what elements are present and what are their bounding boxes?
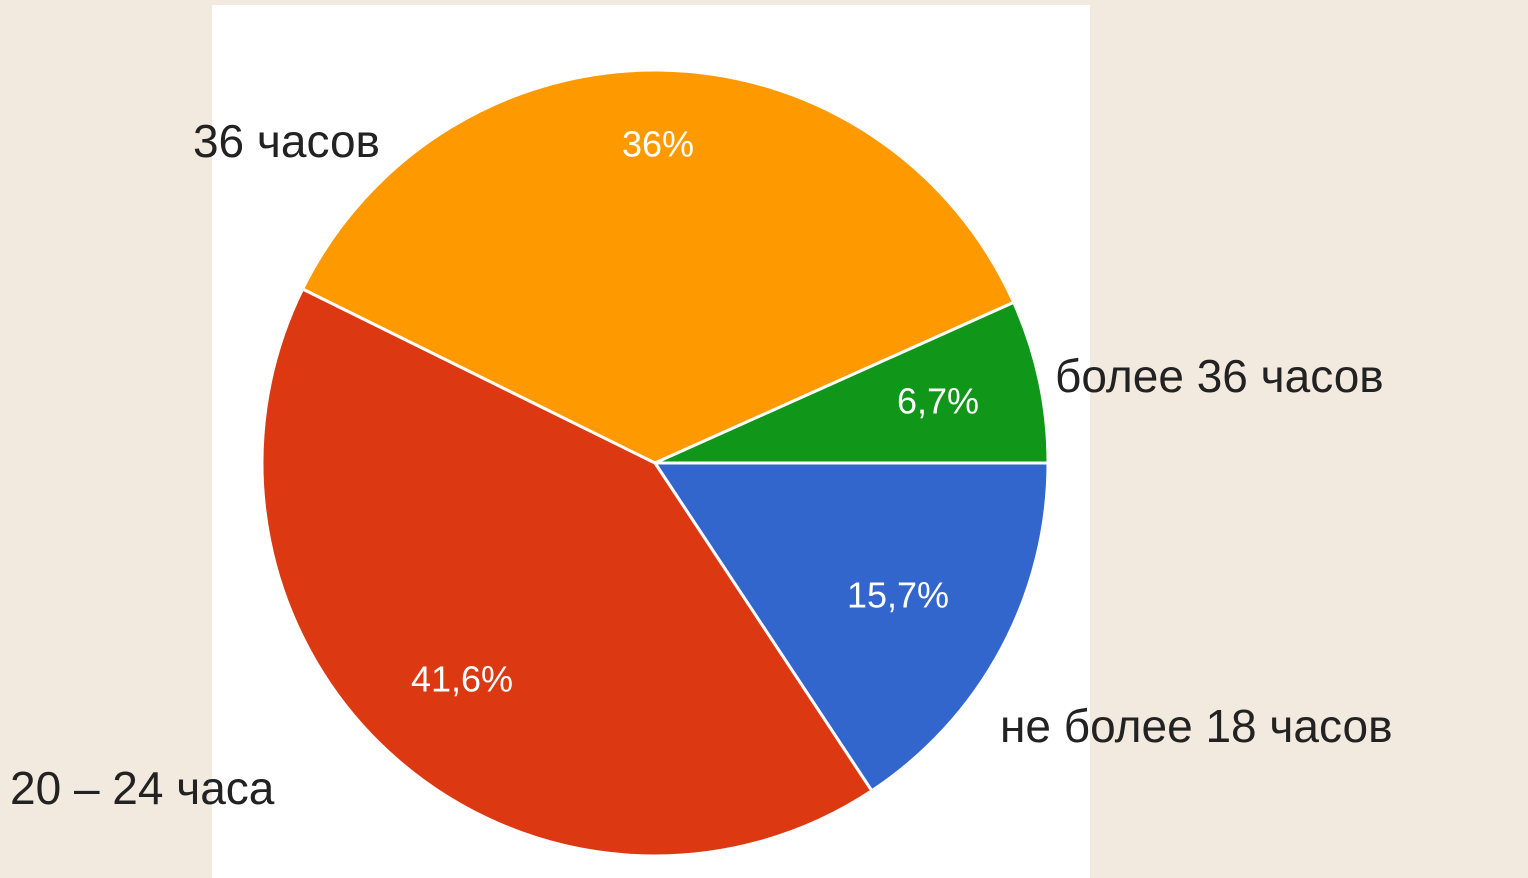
value-label: 36% (622, 124, 694, 165)
pie-slice (654, 300, 1050, 465)
pie-slice (260, 286, 874, 858)
category-label: 36 часов (193, 115, 380, 167)
pie-slice (652, 461, 1050, 793)
pie-slice (300, 68, 1016, 465)
category-label: более 36 часов (1055, 350, 1384, 402)
category-label: не более 18 часов (1000, 700, 1393, 752)
value-label: 15,7% (847, 575, 949, 616)
category-label: 20 – 24 часа (10, 762, 275, 814)
value-label: 41,6% (411, 659, 513, 700)
value-label: 6,7% (897, 381, 979, 422)
